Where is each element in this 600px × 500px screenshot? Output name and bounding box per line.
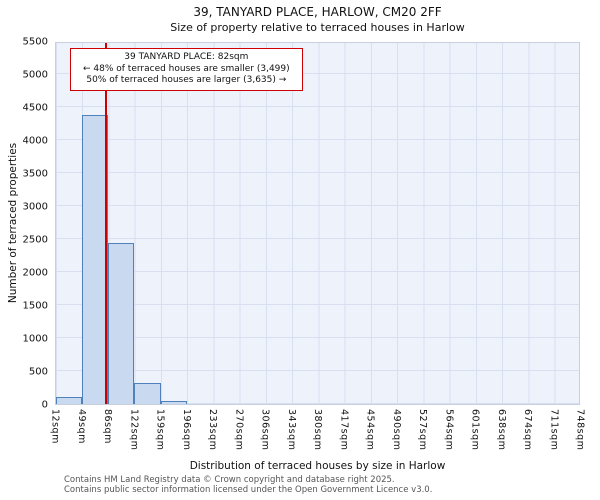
x-tick-label: 490sqm — [390, 409, 402, 451]
y-tick-label: 1000 — [22, 333, 48, 345]
x-tick-label: 86sqm — [102, 409, 113, 444]
x-tick-label: 49sqm — [75, 409, 87, 444]
x-tick-label: 380sqm — [312, 409, 323, 451]
x-tick-label: 196sqm — [180, 409, 192, 451]
histogram-bar — [134, 383, 161, 404]
x-tick-label: 306sqm — [259, 409, 271, 451]
y-tick-label: 5000 — [22, 69, 48, 81]
histogram-bar — [56, 397, 83, 404]
y-tick-label: 3000 — [22, 201, 48, 213]
y-tick-label: 4500 — [22, 102, 48, 114]
x-tick-label: 270sqm — [233, 409, 245, 451]
footer-line-1: Contains HM Land Registry data © Crown c… — [64, 474, 395, 485]
x-tick-label: 233sqm — [207, 409, 218, 451]
x-tick-label: 638sqm — [495, 409, 507, 451]
x-tick-label: 711sqm — [548, 409, 560, 451]
x-tick-label: 564sqm — [443, 409, 455, 451]
annotation-title: 39 TANYARD PLACE: 82sqm — [124, 52, 249, 62]
histogram-bar — [160, 401, 187, 404]
annotation-larger-line: 50% of terraced houses are larger (3,635… — [86, 75, 287, 86]
x-tick-label: 454sqm — [364, 409, 376, 451]
x-tick-labels: 12sqm 49sqm 86sqm 122sqm 159sqm 196sqm 233sqm 2… — [50, 409, 586, 459]
y-tick-label: 5500 — [22, 36, 48, 48]
histogram-bar — [82, 115, 109, 404]
histogram-bar — [108, 243, 135, 404]
x-tick-label: 417sqm — [338, 409, 350, 451]
chart-subtitle: Size of property relative to terraced ho… — [170, 21, 465, 34]
annotation-smaller-line: ← 48% of terraced houses are smaller (3,… — [83, 63, 290, 74]
y-tick-label: 2500 — [22, 234, 48, 246]
x-tick-label: 748sqm — [574, 409, 586, 451]
footer: Contains HM Land Registry data © Crown c… — [64, 475, 432, 496]
plot-area: 39 TANYARD PLACE: 82sqm ← 48% of terrace… — [55, 42, 580, 405]
x-tick-label: 343sqm — [285, 409, 297, 451]
marker-line — [104, 43, 107, 404]
x-axis-label: Distribution of terraced houses by size … — [189, 460, 446, 472]
x-tick-label: 122sqm — [128, 409, 140, 451]
y-tick-label: 1500 — [22, 300, 48, 312]
y-tick-label: 0 — [41, 399, 48, 411]
annotation-box: 39 TANYARD PLACE: 82sqm ← 48% of terrace… — [70, 48, 303, 92]
y-tick-label: 500 — [28, 366, 48, 378]
y-tick-label: 4000 — [22, 135, 48, 147]
chart-title: 39, TANYARD PLACE, HARLOW, CM20 2FF — [193, 5, 442, 19]
y-tick-labels: 0 500 1000 1500 2000 2500 3000 3500 4000 4500 5000… — [0, 37, 48, 411]
bars-layer — [56, 43, 579, 404]
footer-line-2: Contains public sector information licen… — [64, 485, 433, 496]
x-tick-label: 601sqm — [469, 409, 481, 451]
x-tick-label: 12sqm — [49, 409, 61, 444]
y-tick-label: 2000 — [22, 267, 48, 279]
x-tick-label: 674sqm — [522, 409, 533, 451]
y-tick-label: 3500 — [22, 168, 48, 180]
x-tick-label: 527sqm — [417, 409, 428, 451]
x-tick-label: 159sqm — [154, 409, 166, 451]
